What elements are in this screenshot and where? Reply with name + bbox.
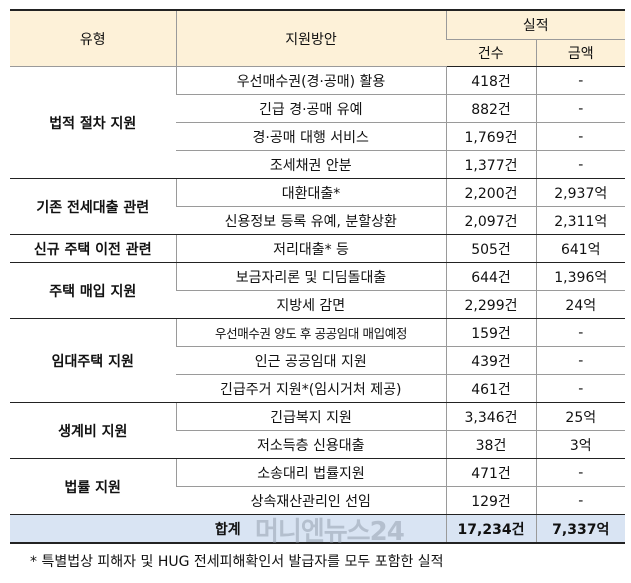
plan-cell: 우선매수권 양도 후 공공임대 매입예정 — [175, 318, 446, 347]
count-cell: 505건 — [445, 234, 536, 263]
amount-cell: - — [535, 458, 626, 487]
header-count: 건수 — [446, 39, 536, 67]
total-count: 17,234건 — [445, 514, 536, 544]
total-amount: 7,337억 — [535, 514, 626, 544]
count-cell: 418건 — [445, 66, 536, 95]
plan-cell: 경·공매 대행 서비스 — [176, 122, 446, 151]
table-row: 법적 절차 지원 우선매수권(경·공매) 활용 418건 - — [10, 66, 626, 179]
header-result: 실적 — [445, 9, 626, 40]
table-row: 긴급 경·공매 유예 882건 - — [10, 94, 626, 123]
plan-cell: 긴급 경·공매 유예 — [176, 94, 446, 123]
count-cell: 129건 — [445, 486, 536, 515]
plan-cell: 대환대출* — [175, 178, 446, 207]
plan-cell: 긴급주거 지원*(임시거처 제공) — [176, 374, 446, 403]
count-cell: 471건 — [445, 458, 536, 487]
amount-cell: - — [535, 486, 626, 515]
plan-cell: 우선매수권(경·공매) 활용 — [175, 66, 446, 95]
total-label: 합계 — [10, 514, 446, 544]
table-total: 합계 17,234건 7,337억 — [10, 514, 626, 544]
table-row: 경·공매 대행 서비스 1,769건 - — [10, 122, 626, 151]
count-cell: 3,346건 — [445, 402, 536, 431]
table-row: 인근 공공임대 지원 439건 - — [10, 346, 626, 375]
table-row: 주택 매입 지원 보금자리론 및 디딤돌대출 644건 1,396억 — [10, 262, 626, 319]
table-row: 저소득층 신용대출 38건 3억 — [10, 430, 626, 459]
table-row: 긴급주거 지원*(임시거처 제공) 461건 - — [10, 374, 626, 403]
amount-cell: 3억 — [535, 430, 626, 459]
plan-cell: 상속재산관리인 선임 — [176, 486, 446, 515]
count-cell: 159건 — [445, 318, 536, 347]
table-row: 생계비 지원 긴급복지 지원 3,346건 25억 — [10, 402, 626, 459]
table-row: 신용정보 등록 유예, 분할상환 2,097건 2,311억 — [10, 206, 626, 235]
table-header: 유형 지원방안 실적 건수 금액 — [10, 9, 626, 67]
plan-cell: 저소득층 신용대출 — [176, 430, 446, 459]
count-cell: 2,097건 — [445, 206, 536, 235]
plan-cell: 소송대리 법률지원 — [175, 458, 446, 487]
amount-cell: 25억 — [535, 402, 626, 431]
amount-cell: 24억 — [535, 290, 626, 319]
footnote: * 특별법상 피해자 및 HUG 전세피해확인서 발급자를 모두 포함한 실적 — [30, 554, 444, 570]
plan-cell: 지방세 감면 — [176, 290, 446, 319]
category-cell: 법적 절차 지원 — [10, 66, 176, 179]
category-cell: 임대주택 지원 — [10, 318, 176, 403]
table-row: 법률 지원 소송대리 법률지원 471건 - — [10, 458, 626, 515]
total-row: 합계 17,234건 7,337억 — [10, 514, 626, 544]
category-cell: 신규 주택 이전 관련 — [10, 234, 176, 263]
count-cell: 644건 — [445, 262, 536, 291]
header-amount: 금액 — [535, 39, 626, 67]
count-cell: 1,377건 — [445, 150, 536, 179]
count-cell: 439건 — [445, 346, 536, 375]
plan-cell: 조세채권 안분 — [176, 150, 446, 179]
table-row: 신규 주택 이전 관련 저리대출* 등 505건 641억 — [10, 234, 626, 263]
amount-cell: - — [535, 150, 626, 179]
support-results-table: 유형 지원방안 실적 건수 금액 법적 절차 지원 우선매수권(경·공매) 활용… — [10, 9, 626, 544]
table-row: 조세채권 안분 1,377건 - — [10, 150, 626, 179]
plan-cell: 저리대출* 등 — [175, 234, 446, 263]
category-cell: 주택 매입 지원 — [10, 262, 176, 319]
count-cell: 2,299건 — [445, 290, 536, 319]
amount-cell: 2,311억 — [535, 206, 626, 235]
amount-cell: - — [535, 374, 626, 403]
category-cell: 법률 지원 — [10, 458, 176, 515]
plan-cell: 보금자리론 및 디딤돌대출 — [175, 262, 446, 291]
amount-cell: - — [535, 94, 626, 123]
count-cell: 1,769건 — [445, 122, 536, 151]
table-row: 기존 전세대출 관련 대환대출* 2,200건 2,937억 — [10, 178, 626, 235]
amount-cell: - — [535, 66, 626, 95]
amount-cell: - — [535, 122, 626, 151]
category-cell: 기존 전세대출 관련 — [10, 178, 176, 235]
plan-cell: 긴급복지 지원 — [175, 402, 446, 431]
table-row: 임대주택 지원 우선매수권 양도 후 공공임대 매입예정 159건 - — [10, 318, 626, 403]
table-row: 지방세 감면 2,299건 24억 — [10, 290, 626, 319]
category-cell: 생계비 지원 — [10, 402, 176, 459]
amount-cell: 1,396억 — [535, 262, 626, 291]
count-cell: 882건 — [445, 94, 536, 123]
header-type: 유형 — [10, 9, 176, 67]
header-plan: 지원방안 — [175, 9, 446, 67]
count-cell: 38건 — [445, 430, 536, 459]
table-row: 상속재산관리인 선임 129건 - — [10, 486, 626, 515]
amount-cell: 2,937억 — [535, 178, 626, 207]
amount-cell: - — [535, 346, 626, 375]
amount-cell: - — [535, 318, 626, 347]
count-cell: 2,200건 — [445, 178, 536, 207]
plan-cell: 신용정보 등록 유예, 분할상환 — [176, 206, 446, 235]
table-body: 법적 절차 지원 우선매수권(경·공매) 활용 418건 - 긴급 경·공매 유… — [10, 66, 626, 515]
plan-cell: 인근 공공임대 지원 — [176, 346, 446, 375]
count-cell: 461건 — [445, 374, 536, 403]
amount-cell: 641억 — [535, 234, 626, 263]
